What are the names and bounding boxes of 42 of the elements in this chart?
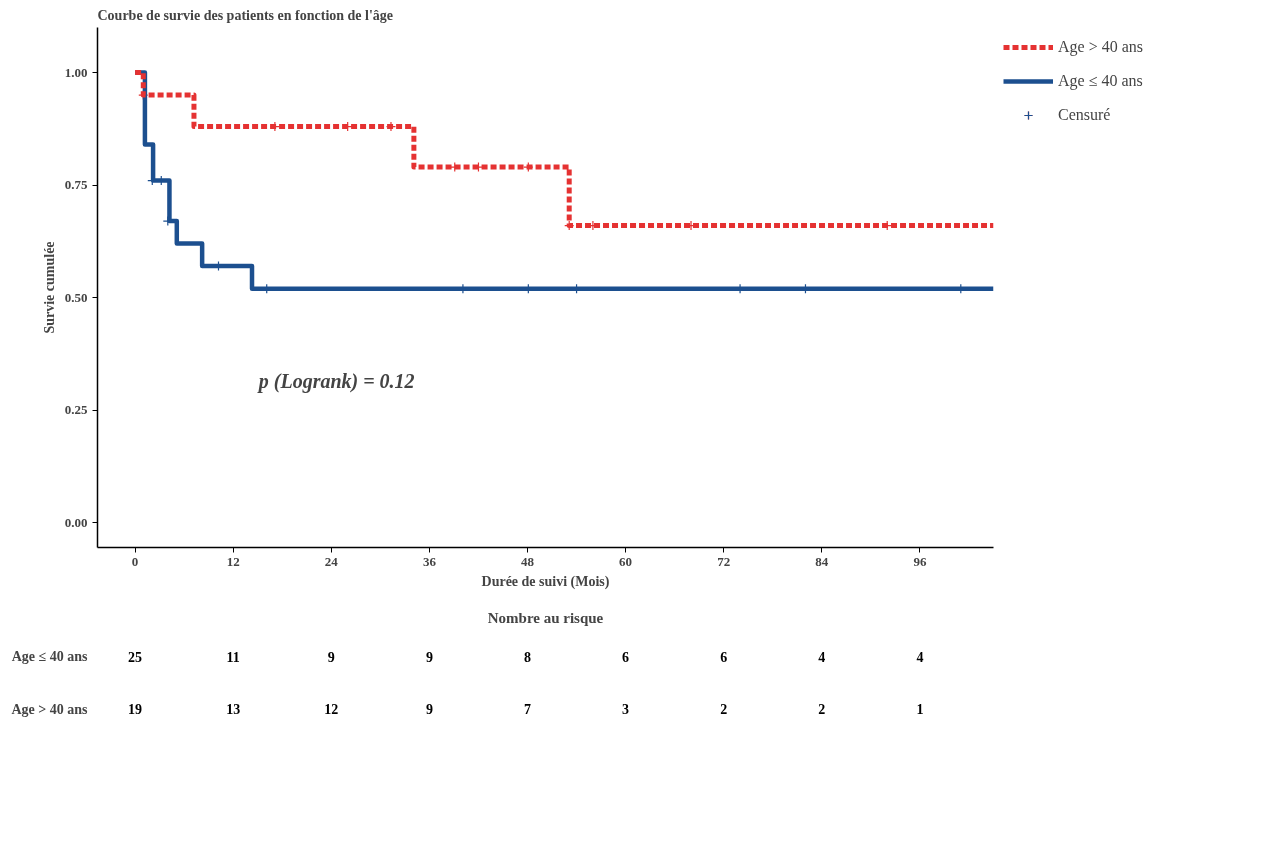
annotation: p (Logrank) = 0.12 [256,369,415,393]
text: Age > 40 ans [11,701,89,717]
text: 1 [916,702,924,718]
legend-label: Age ≤ 40 ans [1058,72,1143,90]
y-tick-label: 0.25 [64,402,88,418]
text: 9 [327,649,335,665]
text: 7 [524,702,532,718]
text: 4 [818,649,826,665]
x-tick-label: 84 [815,553,829,569]
chart-title: Courbe de survie des patients en fonction de l'âge [97,7,394,23]
legend-label: Censuré [1058,106,1111,124]
x-axis-title: Durée de suivi (Mois) [481,573,610,590]
y-tick-label: 0.75 [64,177,88,193]
y-tick-label: 0.50 [64,289,88,305]
text: 3 [622,702,630,718]
text: 4 [916,649,924,665]
text: 11 [226,649,240,665]
x-tick-label: 36 [422,553,437,569]
text: 9 [425,702,433,718]
text: 19 [128,702,143,718]
x-tick-label: 72 [717,553,731,569]
x-tick-label: 0 [131,553,139,569]
x-tick-label: 12 [226,553,240,569]
text: 9 [425,649,433,665]
y-tick-label: 1.00 [64,64,88,80]
text: 2 [720,702,728,718]
y-tick-label: 0.00 [64,514,88,530]
text: 6 [720,649,728,665]
text: 8 [524,649,532,665]
text: Age ≤ 40 ans [11,649,89,665]
y-axis-title: Survie cumulée [41,241,57,334]
x-tick-label: 48 [521,553,535,569]
text: 2 [818,702,826,718]
text: 6 [622,649,630,665]
x-tick-label: 60 [619,553,633,569]
text: 12 [324,702,339,718]
text: 25 [128,649,143,665]
text: 13 [226,702,241,718]
x-tick-label: 96 [913,553,927,569]
text: Nombre au risque [487,609,604,626]
x-tick-label: 24 [324,553,339,569]
legend-label: Age > 40 ans [1058,38,1144,56]
